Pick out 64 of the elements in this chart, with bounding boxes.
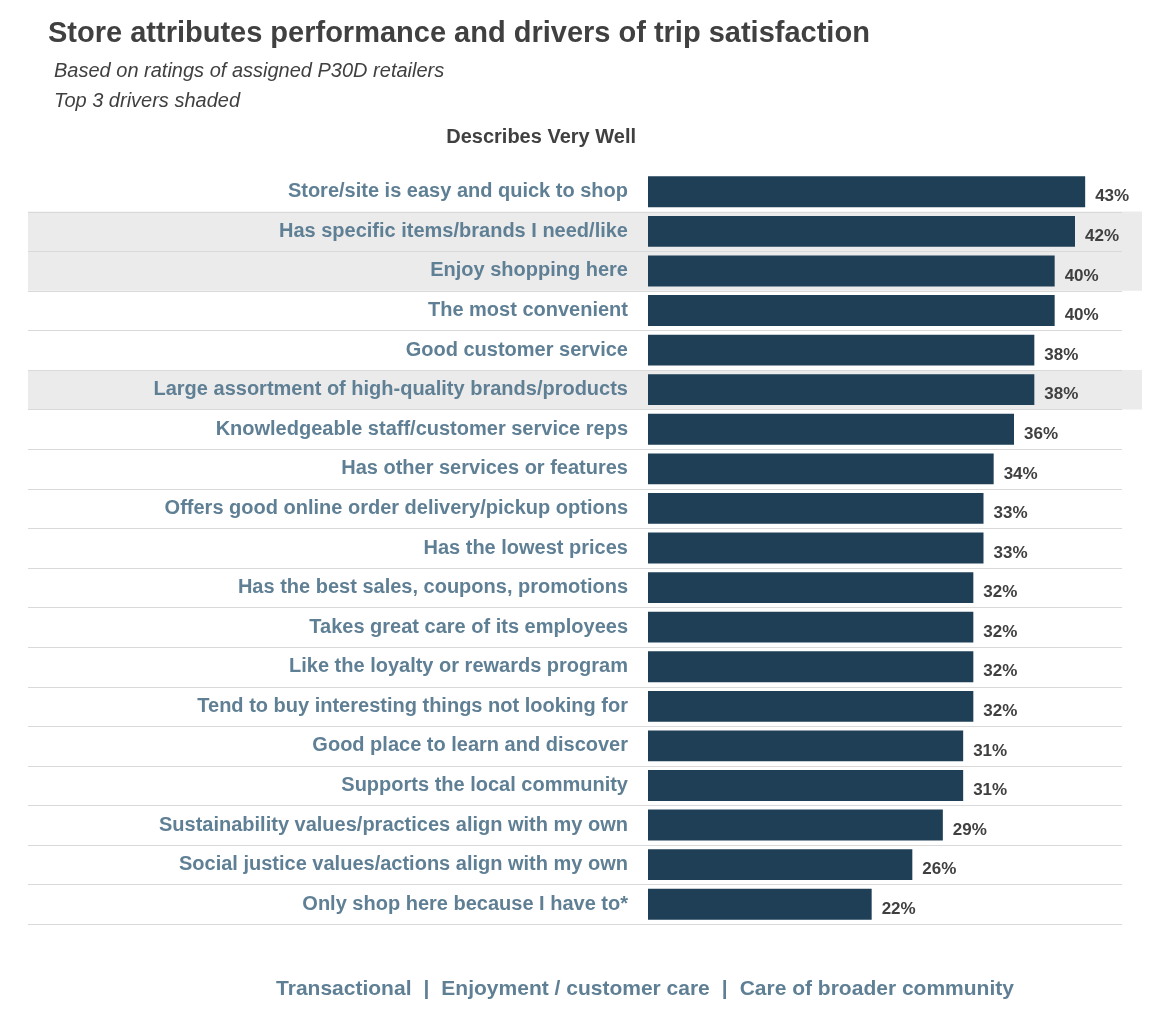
data-label: 32% — [983, 661, 1018, 681]
bar — [648, 730, 964, 762]
text: Care of broader community — [739, 976, 1014, 999]
bar — [648, 572, 974, 604]
y-tick-label: Has specific items/brands I need/like — [278, 218, 628, 241]
y-tick-label: Social justice values/actions align with my own — [178, 852, 628, 875]
bar — [648, 176, 1086, 208]
bar — [648, 334, 1035, 366]
data-label: 38% — [1044, 344, 1079, 364]
text: Enjoyment / customer care — [441, 976, 710, 999]
y-axis-title: Describes Very Well — [445, 125, 636, 148]
data-label: 32% — [983, 701, 1018, 720]
data-label: 36% — [1024, 423, 1059, 443]
data-label: 40% — [1064, 265, 1099, 285]
data-label: 42% — [1085, 226, 1120, 246]
data-label: 29% — [952, 819, 987, 839]
data-label: 38% — [1044, 384, 1079, 404]
bar — [648, 255, 1055, 287]
data-label: 33% — [993, 542, 1028, 562]
y-tick-label: Only shop here because I have to* — [302, 891, 629, 914]
data-label: 26% — [922, 859, 957, 879]
bar — [648, 888, 872, 920]
text: | — [721, 976, 728, 999]
bar — [648, 690, 974, 722]
data-label: 31% — [973, 740, 1008, 760]
bar — [648, 215, 1075, 247]
y-tick-label: The most convenient — [427, 298, 629, 321]
bar — [648, 611, 974, 643]
y-tick-label: Offers good online order delivery/pickup options — [164, 495, 628, 518]
text: | — [423, 976, 430, 999]
y-tick-label: Sustainability values/practices align with my own — [158, 812, 628, 835]
y-tick-label: Takes great care of its employees — [309, 614, 628, 637]
y-tick-label: Tend to buy interesting things not looking for — [197, 693, 629, 716]
bar — [648, 651, 974, 683]
data-label: 22% — [881, 898, 916, 918]
chart-title: Store attributes performance and drivers of trip satisfaction — [47, 15, 871, 49]
y-tick-label: Enjoy shopping here — [430, 258, 628, 281]
y-tick-label: Has other services or features — [341, 456, 628, 479]
data-label: 34% — [1003, 463, 1038, 483]
y-tick-label: Knowledgeable staff/customer service reps — [215, 416, 628, 439]
bar — [648, 849, 913, 881]
data-label: 32% — [983, 621, 1018, 641]
bar — [648, 770, 964, 801]
y-tick-label: Good customer service — [405, 337, 628, 360]
y-tick-label: Good place to learn and discover — [312, 733, 629, 756]
bar — [648, 532, 984, 564]
bar — [648, 295, 1055, 326]
bar — [648, 809, 943, 841]
data-label: 40% — [1064, 305, 1099, 325]
bar — [648, 492, 984, 524]
text: Based on ratings of assigned P30D retailers Top 3 drivers shaded — [53, 58, 446, 113]
y-tick-label: Has the best sales, coupons, promotions — [237, 575, 628, 598]
bar — [648, 413, 1014, 445]
text: Transactional — [276, 976, 412, 999]
data-label: 33% — [993, 503, 1028, 523]
data-label: 31% — [973, 780, 1008, 800]
data-label: 43% — [1095, 186, 1130, 206]
y-tick-label: Like the loyalty or rewards program — [289, 654, 628, 677]
y-tick-label: Has the lowest prices — [423, 535, 628, 558]
y-tick-label: Large assortment of high-quality brands/products — [153, 377, 628, 400]
bar — [648, 453, 994, 485]
y-tick-label: Supports the local community — [341, 772, 629, 795]
y-tick-label: Store/site is easy and quick to shop — [287, 179, 628, 202]
data-label: 32% — [983, 582, 1018, 602]
